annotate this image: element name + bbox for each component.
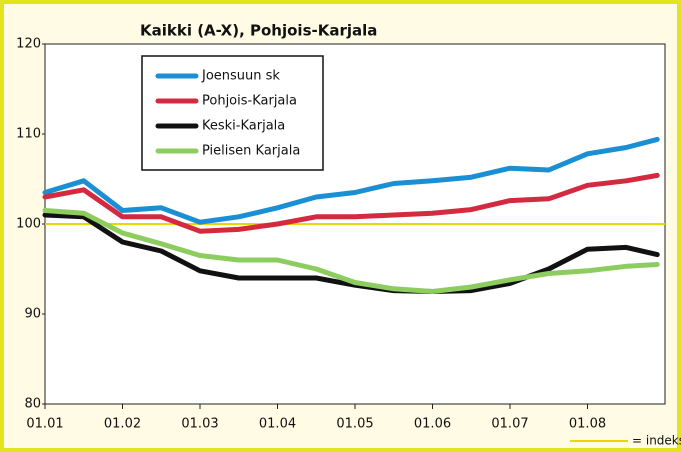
chart-title: Kaikki (A-X), Pohjois-Karjala bbox=[140, 22, 377, 40]
series-line bbox=[42, 136, 660, 225]
x-tick-label: 01.05 bbox=[336, 417, 373, 432]
y-tick-label: 100 bbox=[16, 217, 41, 232]
x-tick-label: 01.06 bbox=[414, 417, 451, 432]
y-tick-label: 80 bbox=[24, 397, 41, 412]
y-tick-label: 110 bbox=[16, 127, 41, 142]
x-tick-label: 01.08 bbox=[569, 417, 606, 432]
series-line bbox=[42, 172, 660, 234]
legend-label: Keski-Karjala bbox=[202, 119, 285, 134]
y-tick-label: 120 bbox=[16, 37, 41, 52]
series-line bbox=[42, 208, 660, 294]
series-line bbox=[42, 212, 660, 294]
legend-label: Joensuun sk bbox=[201, 69, 280, 84]
x-tick-label: 01.02 bbox=[104, 417, 141, 432]
x-tick-label: 01.07 bbox=[491, 417, 528, 432]
legend-label: Pielisen Karjala bbox=[202, 144, 300, 159]
legend-label: Pohjois-Karjala bbox=[202, 94, 297, 109]
reference-label: = indeksi 100 bbox=[632, 434, 681, 448]
x-tick-label: 01.01 bbox=[26, 417, 63, 432]
y-tick-label: 90 bbox=[24, 307, 41, 322]
x-tick-label: 01.04 bbox=[259, 417, 296, 432]
x-tick-label: 01.03 bbox=[181, 417, 218, 432]
